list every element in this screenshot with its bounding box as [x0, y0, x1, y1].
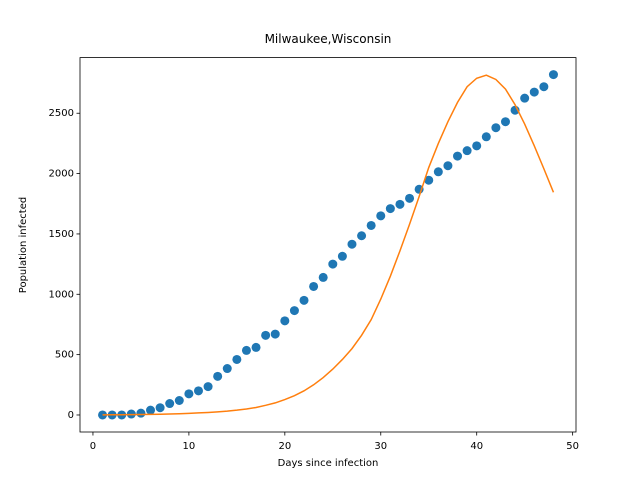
scatter-point — [405, 193, 415, 203]
scatter-point — [289, 306, 299, 316]
scatter-point — [232, 354, 242, 364]
scatter-point — [318, 272, 328, 282]
scatter-point — [347, 239, 357, 249]
chart-title: Milwaukee,Wisconsin — [265, 32, 392, 46]
scatter-point — [433, 167, 443, 177]
scatter-point — [146, 405, 156, 415]
scatter-point — [309, 281, 319, 291]
scatter-point — [520, 93, 530, 103]
scatter-point — [376, 211, 386, 221]
scatter-point — [337, 251, 347, 261]
scatter-point — [213, 371, 223, 381]
scatter-point — [500, 117, 510, 127]
scatter-point — [424, 175, 434, 185]
scatter-point — [453, 151, 463, 161]
scatter-point — [98, 410, 108, 420]
x-tick-label: 40 — [470, 441, 483, 452]
scatter-point — [203, 382, 213, 392]
line — [102, 74, 555, 416]
scatter-point — [328, 259, 338, 269]
scatter-point — [472, 141, 482, 151]
scatter-point — [193, 386, 203, 396]
scatter-point — [462, 146, 472, 156]
y-tick-label: 2000 — [49, 169, 74, 180]
scatter-point — [366, 220, 376, 230]
scatter-point — [261, 330, 271, 340]
y-tick-label: 2500 — [49, 108, 74, 119]
scatter-point — [280, 316, 290, 326]
x-tick-label: 50 — [566, 441, 579, 452]
scatter-point — [184, 389, 194, 399]
scatter-point — [174, 395, 184, 405]
scatter-point — [357, 231, 367, 241]
scatter-point — [251, 342, 261, 352]
x-tick-label: 10 — [183, 441, 196, 452]
scatter-point — [222, 364, 232, 374]
y-axis-label: Population infected — [18, 197, 29, 293]
y-tick-label: 500 — [55, 350, 74, 361]
plot-frame — [79, 57, 577, 433]
scatter-point — [136, 408, 146, 418]
scatter-point — [270, 329, 280, 339]
y-tick-label: 0 — [68, 410, 74, 421]
scatter-point — [491, 123, 501, 133]
scatter-point — [385, 204, 395, 214]
x-axis-label: Days since infection — [278, 458, 379, 469]
scatter-point — [241, 345, 251, 355]
scatter-point — [529, 87, 539, 97]
scatter-point — [299, 295, 309, 305]
scatter-point — [165, 399, 175, 409]
y-tick-label: 1500 — [49, 229, 74, 240]
scatter-point — [155, 403, 165, 413]
x-tick-label: 30 — [374, 441, 387, 452]
scatter-point — [481, 132, 491, 142]
scatter-point — [539, 82, 549, 92]
scatter-point — [548, 70, 558, 80]
scatter-point — [443, 161, 453, 171]
x-tick-label: 0 — [90, 441, 96, 452]
y-tick-label: 1000 — [49, 289, 74, 300]
scatter-point — [395, 199, 405, 209]
x-tick-label: 20 — [278, 441, 291, 452]
